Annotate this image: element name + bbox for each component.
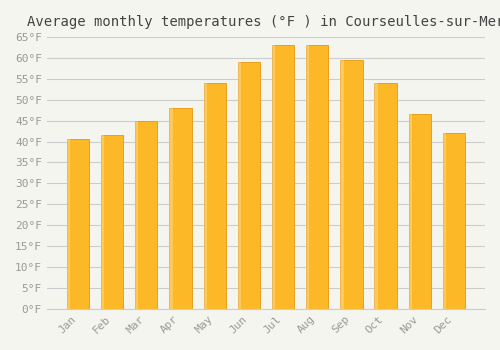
Bar [204,83,226,309]
Bar [443,133,446,309]
Bar [443,133,465,309]
Title: Average monthly temperatures (°F ) in Courseulles-sur-Mer: Average monthly temperatures (°F ) in Co… [27,15,500,29]
Bar [170,108,192,309]
Bar [272,46,294,309]
Bar [374,83,378,309]
Bar [238,62,260,309]
Bar [170,108,172,309]
Bar [204,83,207,309]
Bar [340,60,344,309]
Bar [67,140,89,309]
Bar [238,62,241,309]
Bar [340,60,362,309]
Bar [101,135,123,309]
Bar [408,114,412,309]
Bar [408,114,431,309]
Bar [67,140,70,309]
Bar [272,46,275,309]
Bar [306,46,310,309]
Bar [101,135,104,309]
Bar [135,121,158,309]
Bar [306,46,328,309]
Bar [135,121,138,309]
Bar [374,83,396,309]
